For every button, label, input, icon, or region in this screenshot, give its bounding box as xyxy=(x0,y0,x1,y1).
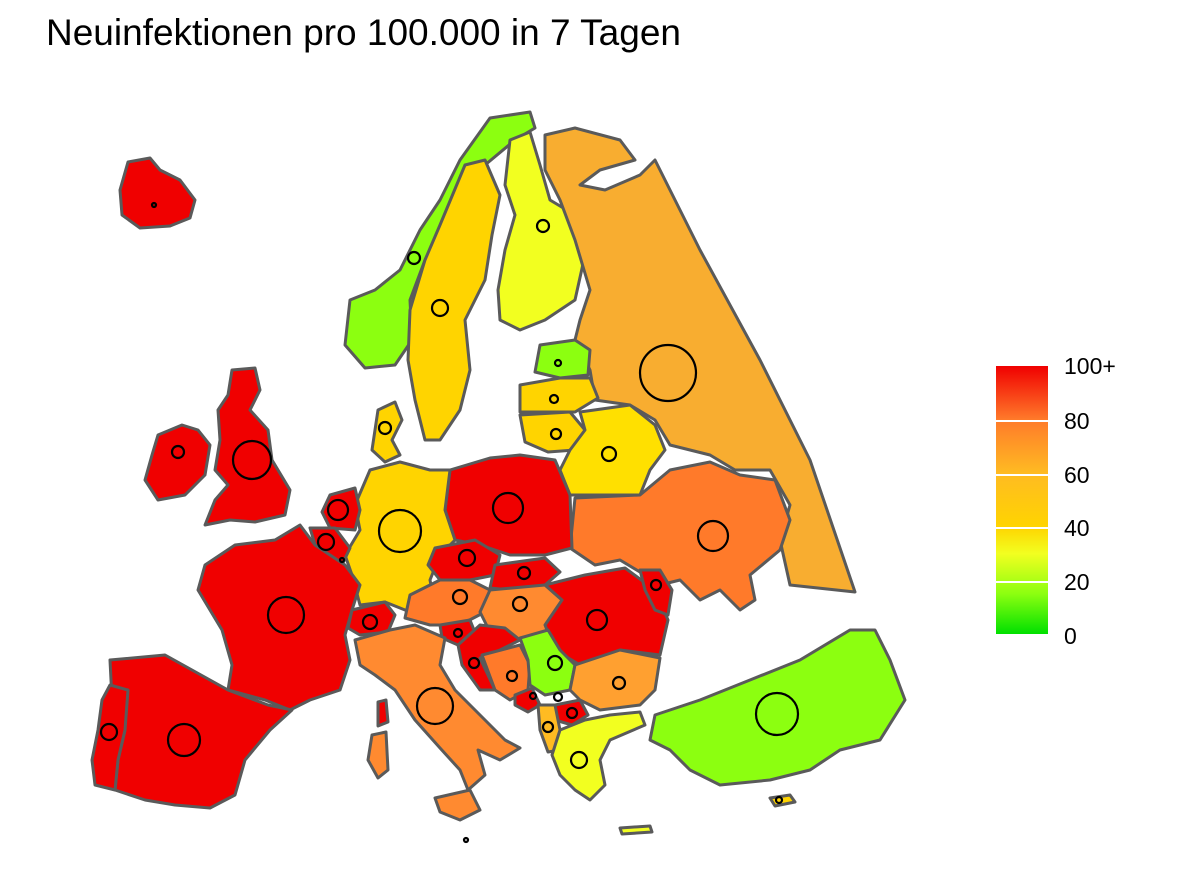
region-uk xyxy=(203,366,292,527)
bubble-lithuania xyxy=(549,427,563,441)
bubble-netherlands xyxy=(326,498,350,522)
bubble-montenegro xyxy=(528,691,538,701)
region-greece xyxy=(550,710,647,802)
bubble-estonia xyxy=(553,358,563,368)
bubble-spain xyxy=(166,722,202,758)
bubble-austria xyxy=(451,588,469,606)
bubble-romania xyxy=(585,608,609,632)
bubble-italy xyxy=(415,686,455,726)
legend-tick-mark-80 xyxy=(996,420,1048,422)
bubble-uk xyxy=(231,439,273,481)
bubble-croatia xyxy=(467,656,481,670)
bubble-greece xyxy=(569,750,589,770)
region-crete xyxy=(618,824,654,836)
bubble-kosovo xyxy=(552,691,564,703)
bubble-czechia xyxy=(457,548,477,568)
bubble-hungary xyxy=(511,595,529,613)
bubble-switzerland xyxy=(361,613,379,631)
legend-tick-60: 60 xyxy=(1064,462,1090,488)
legend-tick-100: 100+ xyxy=(1064,353,1116,379)
bubble-germany xyxy=(377,508,423,554)
region-sardinia xyxy=(366,730,390,780)
bubble-ukraine xyxy=(696,519,730,553)
bubble-ireland xyxy=(170,444,186,460)
region-corsica xyxy=(376,698,390,728)
bubble-norway xyxy=(406,250,422,266)
bubble-moldova xyxy=(649,578,663,592)
region-ukraine xyxy=(568,460,792,612)
legend-tick-40: 40 xyxy=(1064,515,1090,541)
bubble-poland xyxy=(491,491,525,525)
bubble-bulgaria xyxy=(611,675,627,691)
region-turkey xyxy=(648,628,907,787)
bubble-north-macedonia xyxy=(565,706,579,720)
bubble-albania xyxy=(541,720,555,734)
bubble-malta xyxy=(462,836,470,844)
bubble-russia xyxy=(638,343,698,403)
region-iceland xyxy=(118,156,197,230)
bubble-luxembourg xyxy=(338,556,346,564)
region-sweden xyxy=(406,158,502,442)
region-sicily xyxy=(433,788,482,822)
map-title: Neuinfektionen pro 100.000 in 7 Tagen xyxy=(46,12,681,53)
region-italy xyxy=(353,623,522,792)
bubble-slovenia xyxy=(452,627,464,639)
region-poland xyxy=(443,453,574,557)
region-russia xyxy=(543,126,857,594)
region-netherlands xyxy=(320,486,362,532)
color-scale-bar xyxy=(996,366,1048,634)
bubble-belgium xyxy=(316,532,336,552)
bubble-latvia xyxy=(548,393,560,405)
legend-tick-mark-60 xyxy=(996,474,1048,476)
bubble-portugal xyxy=(99,722,119,742)
bubble-slovakia xyxy=(516,565,532,581)
legend-tick-mark-40 xyxy=(996,527,1048,529)
region-latvia xyxy=(518,376,600,414)
region-estonia xyxy=(533,338,592,380)
legend-tick-mark-20 xyxy=(996,581,1048,583)
region-czechia xyxy=(426,538,502,582)
region-denmark xyxy=(370,400,404,464)
legend-tick-80: 80 xyxy=(1064,408,1090,434)
legend-tick-20: 20 xyxy=(1064,569,1090,595)
region-moldova xyxy=(638,568,674,617)
bubble-denmark xyxy=(377,420,393,436)
bubble-turkey xyxy=(754,691,800,737)
region-france xyxy=(196,523,362,712)
bubble-serbia xyxy=(546,654,564,672)
bubble-finland xyxy=(535,218,551,234)
bubble-sweden xyxy=(430,298,450,318)
region-ireland xyxy=(143,423,212,502)
bubble-bosnia xyxy=(505,669,519,683)
legend-tick-0: 0 xyxy=(1064,623,1077,649)
bubble-france xyxy=(266,595,306,635)
bubble-cyprus xyxy=(774,795,784,805)
bubble-iceland xyxy=(150,201,158,209)
region-portugal xyxy=(90,683,130,792)
bubble-belarus xyxy=(600,445,618,463)
